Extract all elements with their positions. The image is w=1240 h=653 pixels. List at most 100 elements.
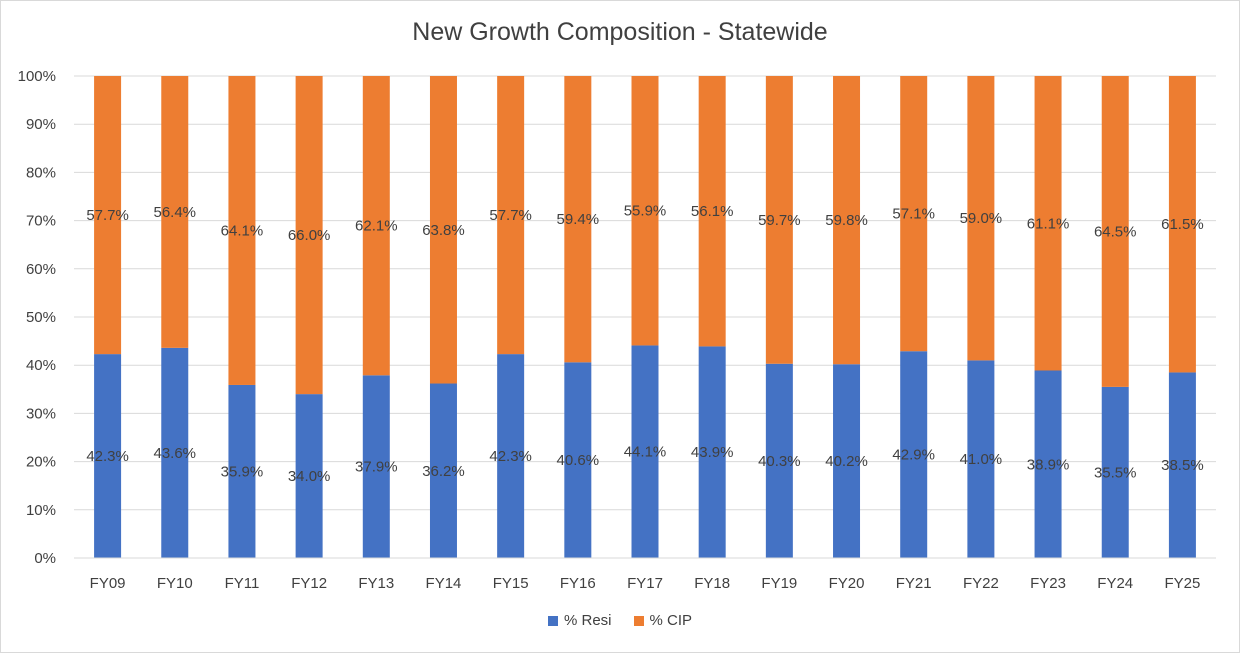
data-label-cip: 57.7% [489,207,532,224]
data-label-resi: 35.5% [1094,464,1137,481]
legend-item-resi[interactable]: % Resi [547,612,612,629]
legend-item-cip[interactable]: % CIP [633,612,693,629]
bar-cip[interactable] [362,76,390,376]
data-label-cip: 63.8% [422,222,465,239]
x-tick-label: FY21 [896,575,932,592]
y-tick-label: 40% [26,357,56,374]
data-label-cip: 64.5% [1094,223,1137,240]
bar-cip[interactable] [765,76,793,364]
data-label-resi: 40.3% [758,453,801,470]
data-label-resi: 35.9% [221,463,264,480]
bar-cip[interactable] [631,76,659,346]
bar-resi[interactable] [967,360,995,558]
data-label-resi: 36.2% [422,463,465,480]
bar-resi[interactable] [1101,386,1129,558]
x-tick-label: FY09 [90,575,126,592]
y-tick-label: 50% [26,309,56,326]
y-tick-label: 100% [18,68,56,85]
bar-cip[interactable] [161,76,189,348]
bar-resi[interactable] [161,347,189,558]
data-label-resi: 40.6% [557,452,600,469]
y-tick-label: 20% [26,454,56,471]
data-label-cip: 61.5% [1161,216,1204,233]
data-label-resi: 43.6% [153,445,196,462]
data-label-cip: 59.4% [557,211,600,228]
bar-resi[interactable] [429,383,457,558]
bar-resi[interactable] [631,345,659,558]
data-label-resi: 42.3% [86,448,129,465]
data-label-cip: 61.1% [1027,215,1070,232]
x-tick-label: FY22 [963,575,999,592]
data-label-resi: 42.3% [489,448,532,465]
data-label-resi: 34.0% [288,468,331,485]
bar-cip[interactable] [1101,76,1129,387]
data-label-resi: 38.9% [1027,456,1070,473]
bar-resi[interactable] [564,362,592,558]
bar-resi[interactable] [1034,370,1062,558]
bar-resi[interactable] [295,394,323,558]
legend: % Resi % CIP [0,612,1240,629]
bar-cip[interactable] [564,76,592,363]
bar-resi[interactable] [1168,372,1196,558]
x-tick-label: FY16 [560,575,596,592]
data-label-resi: 40.2% [825,453,868,470]
data-label-cip: 59.0% [960,210,1003,227]
bar-cip[interactable] [228,76,256,385]
legend-label-cip: % CIP [649,612,693,629]
bar-resi[interactable] [765,363,793,558]
y-tick-label: 0% [34,550,56,567]
data-label-cip: 57.7% [86,207,129,224]
data-label-cip: 66.0% [288,227,331,244]
x-tick-label: FY10 [157,575,193,592]
legend-label-resi: % Resi [563,612,612,629]
y-tick-label: 90% [26,116,56,133]
x-tick-label: FY13 [358,575,394,592]
bar-cip[interactable] [497,76,525,355]
x-tick-label: FY20 [829,575,865,592]
bar-resi[interactable] [900,351,928,558]
x-tick-label: FY25 [1164,575,1200,592]
x-tick-label: FY24 [1097,575,1133,592]
data-label-cip: 59.8% [825,212,868,229]
bar-resi[interactable] [362,375,390,558]
data-label-cip: 56.1% [691,203,734,220]
x-tick-label: FY12 [291,575,327,592]
x-tick-label: FY19 [761,575,797,592]
data-label-cip: 59.7% [758,212,801,229]
data-label-cip: 55.9% [624,203,667,220]
bar-cip[interactable] [1034,76,1062,371]
y-tick-label: 30% [26,405,56,422]
x-tick-label: FY14 [426,575,462,592]
bar-cip[interactable] [94,76,122,355]
bar-cip[interactable] [698,76,726,347]
y-tick-label: 80% [26,164,56,181]
bar-cip[interactable] [833,76,861,365]
x-tick-label: FY18 [694,575,730,592]
bar-cip[interactable] [429,76,457,384]
bar-resi[interactable] [497,354,525,558]
chart-title: New Growth Composition - Statewide [412,18,828,46]
y-tick-label: 10% [26,502,56,519]
bar-cip[interactable] [295,76,323,395]
bar-resi[interactable] [833,364,861,558]
bar-resi[interactable] [228,384,256,558]
legend-swatch-resi [547,615,558,626]
y-tick-label: 60% [26,261,56,278]
data-label-resi: 42.9% [892,447,935,464]
bar-resi[interactable] [698,346,726,558]
x-tick-label: FY11 [225,575,260,592]
data-label-resi: 38.5% [1161,457,1204,474]
x-tick-label: FY17 [627,575,663,592]
bar-resi[interactable] [94,354,122,558]
x-tick-label: FY23 [1030,575,1066,592]
y-tick-label: 70% [26,213,56,230]
bar-cip[interactable] [967,76,995,361]
data-label-resi: 43.9% [691,444,734,461]
x-tick-label: FY15 [493,575,529,592]
data-label-cip: 64.1% [221,222,264,239]
bar-cip[interactable] [1168,76,1196,373]
data-label-resi: 44.1% [624,444,667,461]
bar-cip[interactable] [900,76,928,352]
